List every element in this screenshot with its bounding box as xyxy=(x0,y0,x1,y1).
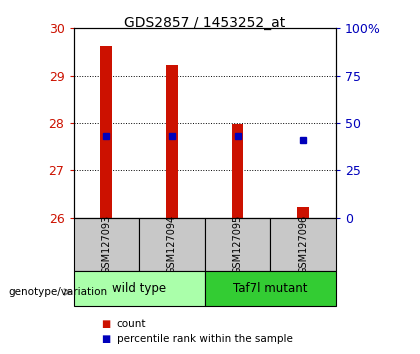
Bar xyxy=(74,271,205,306)
Text: GSM127095: GSM127095 xyxy=(233,215,243,274)
Bar xyxy=(232,124,244,218)
Text: GSM127093: GSM127093 xyxy=(101,215,111,274)
Bar xyxy=(100,46,112,218)
Bar xyxy=(270,218,336,271)
Bar xyxy=(166,65,178,218)
Text: GSM127094: GSM127094 xyxy=(167,215,177,274)
Bar xyxy=(297,207,309,218)
Text: percentile rank within the sample: percentile rank within the sample xyxy=(117,334,293,344)
Bar xyxy=(74,218,139,271)
Text: count: count xyxy=(117,319,146,329)
Text: ■: ■ xyxy=(101,319,110,329)
Bar xyxy=(139,218,205,271)
Text: GSM127096: GSM127096 xyxy=(298,215,308,274)
Text: genotype/variation: genotype/variation xyxy=(8,287,108,297)
Text: wild type: wild type xyxy=(112,282,166,295)
Bar xyxy=(205,271,336,306)
Text: Taf7l mutant: Taf7l mutant xyxy=(233,282,307,295)
Bar xyxy=(205,218,270,271)
Text: GDS2857 / 1453252_at: GDS2857 / 1453252_at xyxy=(124,16,285,30)
Text: ■: ■ xyxy=(101,334,110,344)
